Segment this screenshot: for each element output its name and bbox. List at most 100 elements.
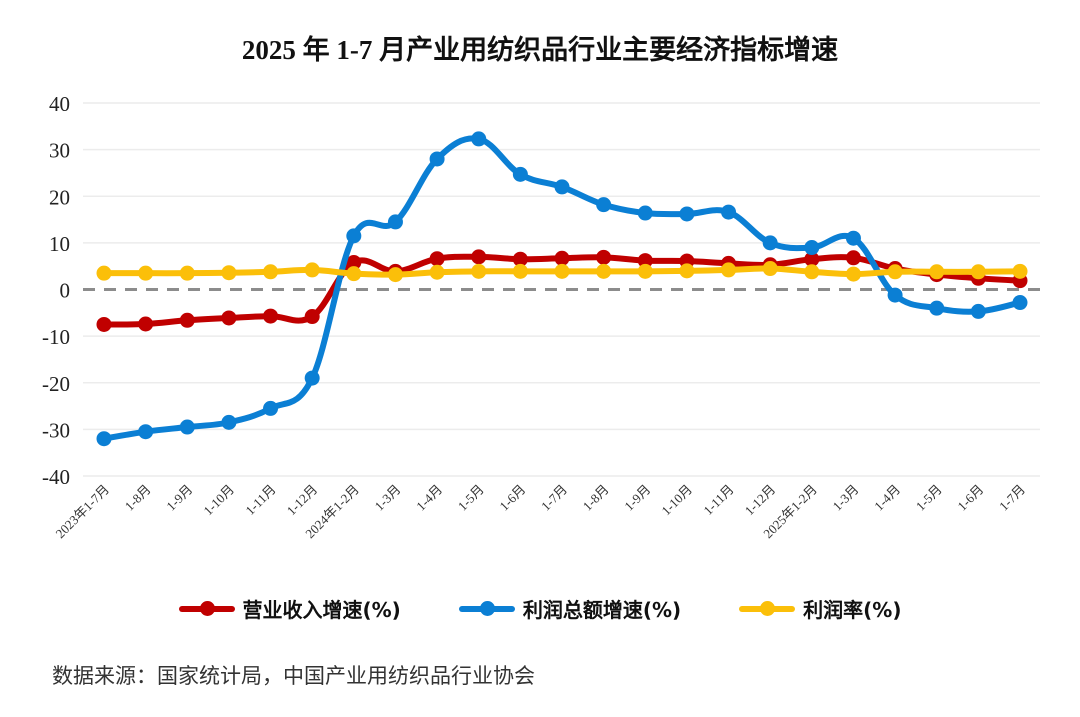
data-point-2: [429, 264, 445, 280]
y-tick-label: -30: [42, 418, 70, 442]
x-tick-label: 1-10月: [200, 482, 237, 519]
x-tick-label: 1-8月: [122, 482, 154, 514]
x-tick-label: 1-4月: [413, 482, 445, 514]
data-point-2: [471, 263, 487, 279]
data-point-2: [221, 265, 237, 281]
data-point-2: [387, 267, 403, 283]
legend: 营业收入增速(%) 利润总额增速(%) 利润率(%): [0, 594, 1080, 623]
data-point-2: [346, 266, 362, 282]
data-point-1: [429, 151, 445, 167]
x-tick-label: 1-12月: [284, 482, 321, 519]
x-tick-label: 2023年1-7月: [52, 482, 112, 542]
data-point-1: [887, 287, 903, 303]
legend-label: 营业收入增速(%): [242, 598, 401, 622]
data-point-2: [179, 265, 195, 281]
data-point-1: [387, 214, 403, 230]
data-point-0: [96, 316, 112, 332]
data-point-2: [845, 266, 861, 282]
data-point-1: [762, 235, 778, 251]
data-point-0: [596, 249, 612, 265]
chart-title: 2025 年 1-7 月产业用纺织品行业主要经济指标增速: [241, 35, 839, 65]
data-point-1: [138, 424, 154, 440]
y-tick-label: -10: [42, 325, 70, 349]
y-tick-label: 10: [49, 232, 70, 256]
data-point-2: [679, 263, 695, 279]
data-point-2: [512, 263, 528, 279]
legend-label: 利润率(%): [803, 598, 902, 622]
data-point-1: [96, 431, 112, 447]
data-point-1: [304, 370, 320, 386]
legend-swatch: [739, 600, 796, 616]
data-point-2: [721, 262, 737, 278]
y-tick-label: 20: [49, 185, 70, 209]
legend-item: 利润率(%): [739, 594, 901, 623]
x-tick-label: 1-11月: [242, 482, 278, 518]
legend-swatch: [178, 600, 235, 616]
x-tick-label: 1-9月: [621, 482, 653, 514]
data-point-2: [596, 263, 612, 279]
data-point-2: [929, 264, 945, 280]
data-point-1: [263, 400, 279, 416]
x-tick-label: 1-4月: [871, 482, 903, 514]
data-point-1: [512, 166, 528, 182]
data-point-0: [637, 253, 653, 269]
data-point-2: [554, 263, 570, 279]
y-tick-label: 30: [49, 139, 70, 163]
x-tick-label: 1-11月: [700, 482, 736, 518]
legend-label: 利润总额增速(%): [522, 598, 682, 622]
legend-swatch: [458, 600, 515, 616]
data-point-2: [804, 264, 820, 280]
data-point-0: [471, 249, 487, 265]
data-point-2: [1012, 263, 1028, 279]
data-point-0: [554, 250, 570, 266]
data-point-1: [554, 179, 570, 195]
data-point-2: [762, 261, 778, 277]
data-point-0: [512, 251, 528, 267]
x-tick-label: 1-8月: [580, 482, 612, 514]
data-point-2: [304, 262, 320, 278]
data-point-1: [929, 300, 945, 316]
x-tick-label: 1-3月: [372, 482, 404, 514]
data-point-1: [804, 240, 820, 256]
data-point-0: [263, 308, 279, 324]
x-tick-label: 1-6月: [954, 482, 986, 514]
data-point-0: [221, 310, 237, 326]
data-point-2: [887, 264, 903, 280]
data-point-0: [346, 254, 362, 270]
x-tick-label: 1-7月: [996, 482, 1028, 514]
data-point-1: [179, 419, 195, 435]
y-tick-label: -20: [42, 372, 70, 396]
legend-item: 利润总额增速(%): [458, 594, 682, 623]
data-point-1: [471, 131, 487, 147]
data-point-1: [970, 303, 986, 319]
x-tick-label: 1-5月: [455, 482, 487, 514]
y-tick-label: 0: [60, 279, 71, 303]
data-point-2: [96, 265, 112, 281]
data-point-0: [429, 251, 445, 267]
data-point-1: [637, 205, 653, 221]
data-point-1: [221, 414, 237, 430]
data-point-1: [1012, 295, 1028, 311]
data-point-0: [179, 312, 195, 328]
x-tick-label: 1-3月: [830, 482, 862, 514]
data-point-2: [637, 263, 653, 279]
x-tick-label: 1-6月: [496, 482, 528, 514]
x-tick-label: 1-9月: [163, 482, 195, 514]
data-point-0: [138, 316, 154, 332]
data-point-2: [138, 265, 154, 281]
data-point-0: [304, 309, 320, 325]
data-point-0: [845, 250, 861, 266]
data-point-0: [804, 251, 820, 267]
data-point-1: [596, 197, 612, 213]
x-tick-label: 1-10月: [658, 482, 695, 519]
x-tick-label: 1-12月: [742, 482, 779, 519]
data-point-1: [721, 204, 737, 220]
x-tick-label: 1-7月: [538, 482, 570, 514]
data-point-2: [263, 264, 279, 280]
data-point-2: [970, 264, 986, 280]
x-tick-label: 1-5月: [913, 482, 945, 514]
data-point-1: [346, 228, 362, 244]
y-tick-label: -40: [42, 465, 70, 489]
y-tick-label: 40: [49, 92, 70, 116]
